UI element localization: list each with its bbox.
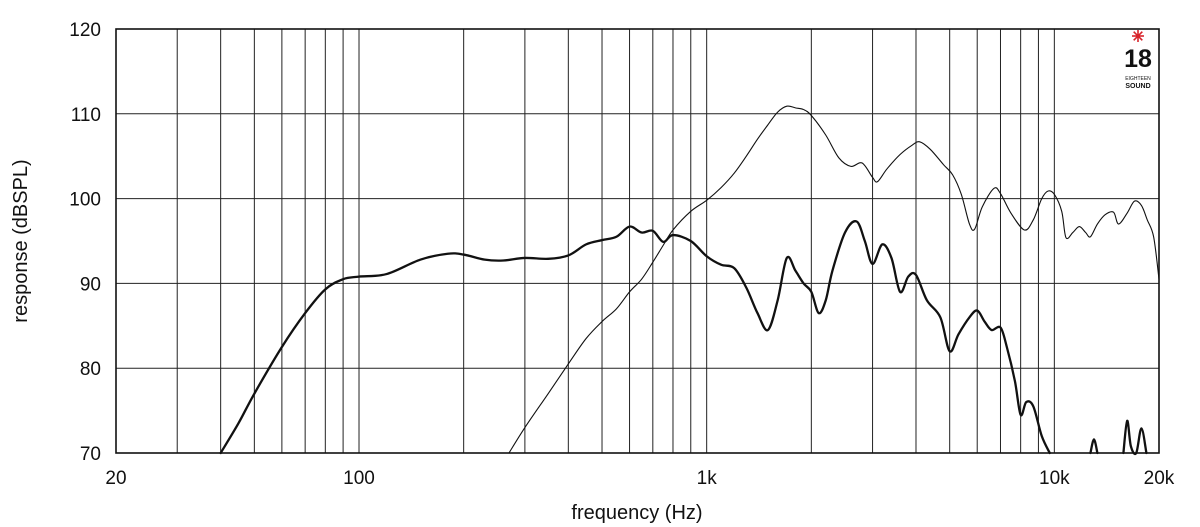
logo-line2: SOUND bbox=[1125, 83, 1150, 90]
brand-logo: 18 EIGHTEEN SOUND bbox=[1124, 30, 1152, 90]
x-tick-label: 20k bbox=[1144, 468, 1175, 489]
logo-line1: EIGHTEEN bbox=[1125, 76, 1151, 82]
y-axis-title: response (dBSPL) bbox=[10, 159, 32, 322]
y-tick-label: 90 bbox=[80, 274, 101, 295]
x-tick-label: 1k bbox=[697, 468, 718, 489]
series-layer bbox=[219, 105, 1160, 456]
tick-labels: 20 100 1k 10k 20k 70 80 90 100 110 120 bbox=[69, 20, 1175, 489]
y-tick-label: 110 bbox=[71, 105, 101, 126]
series-line-3 bbox=[1122, 419, 1148, 456]
y-tick-label: 120 bbox=[69, 20, 101, 41]
y-tick-label: 100 bbox=[69, 190, 101, 211]
y-tick-label: 80 bbox=[80, 359, 101, 380]
series-line-2 bbox=[1089, 438, 1099, 455]
x-axis-title: frequency (Hz) bbox=[571, 502, 702, 524]
logo-number: 18 bbox=[1124, 45, 1152, 73]
x-tick-label: 100 bbox=[343, 468, 375, 489]
plot-frame bbox=[115, 28, 1160, 454]
grid-lines bbox=[116, 29, 1159, 453]
series-line-1 bbox=[219, 220, 1051, 455]
star-icon bbox=[1132, 30, 1144, 42]
y-tick-label: 70 bbox=[80, 444, 101, 465]
x-tick-label: 20 bbox=[105, 468, 126, 489]
x-tick-label: 10k bbox=[1039, 468, 1070, 489]
series-line-4 bbox=[508, 105, 1160, 454]
